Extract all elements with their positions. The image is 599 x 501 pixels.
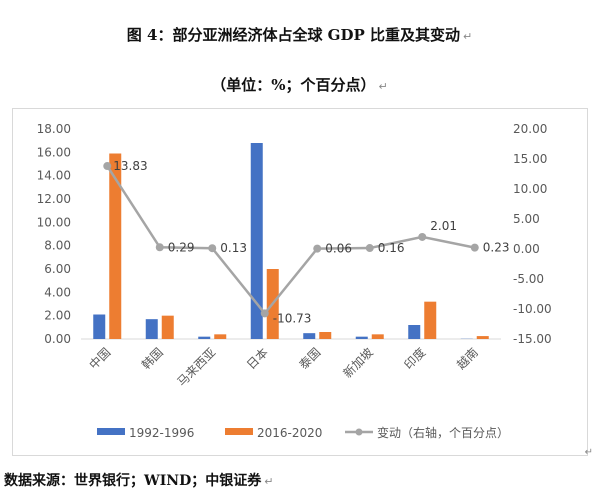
- data-label-change: 0.29: [168, 240, 195, 254]
- bar-1992-1996: [93, 314, 106, 339]
- data-label-change: 0.16: [378, 241, 405, 255]
- bar-1992-1996: [250, 143, 263, 339]
- bar-1992-1996: [408, 325, 421, 339]
- y-left-tick-label: 8.00: [44, 239, 71, 253]
- line-point-change: [260, 309, 269, 318]
- y-left-tick-label: 2.00: [44, 309, 71, 323]
- bar-2016-2020: [424, 301, 437, 339]
- bar-2016-2020: [109, 153, 122, 339]
- y-right-tick-label: 10.00: [513, 182, 547, 196]
- chart-title-text: 图 4：部分亚洲经济体占全球 GDP 比重及其变动: [126, 26, 460, 44]
- x-category-label: 中国: [86, 345, 114, 373]
- line-point-change: [208, 244, 217, 253]
- bar-1992-1996: [198, 336, 211, 339]
- data-source-text: 数据来源：世界银行；WIND；中银证券: [4, 473, 262, 489]
- data-label-change: -10.73: [273, 311, 312, 325]
- y-right-tick-label: 5.00: [513, 212, 540, 226]
- x-category-label: 韩国: [138, 345, 166, 373]
- legend-swatch-1992-1996: [97, 428, 125, 435]
- bar-2016-2020: [214, 334, 227, 339]
- legend-label-2016-2020: 2016-2020: [257, 426, 322, 440]
- line-point-change: [470, 243, 479, 252]
- data-label-change: 0.13: [220, 241, 247, 255]
- y-left-tick-label: 18.00: [37, 122, 71, 136]
- data-label-change: 2.01: [430, 219, 457, 233]
- y-right-tick-label: -15.00: [513, 332, 552, 346]
- x-category-label: 马来西亚: [175, 345, 219, 389]
- chart-area: 0.00 2.00 4.00 6.00 8.00 10.00 12.00 14.00 16.00…: [12, 108, 588, 456]
- y-left-tick-label: 12.00: [37, 192, 71, 206]
- x-category-label: 新加坡: [340, 345, 376, 381]
- combo-chart: 0.00 2.00 4.00 6.00 8.00 10.00 12.00 14.00 16.00…: [37, 122, 552, 440]
- y-left-tick-label: 0.00: [44, 332, 71, 346]
- paragraph-mark-icon: ↵: [264, 475, 274, 488]
- bar-1992-1996: [145, 319, 158, 339]
- y-right-tick-label: 20.00: [513, 122, 547, 136]
- paragraph-mark-icon: ↵: [462, 30, 473, 43]
- chart-title: 图 4：部分亚洲经济体占全球 GDP 比重及其变动 ↵: [0, 24, 599, 45]
- legend-label-change: 变动（右轴，个百分点）: [377, 425, 509, 440]
- line-point-change: [103, 162, 112, 171]
- line-point-change: [365, 244, 374, 253]
- y-left-tick-label: 6.00: [44, 262, 71, 276]
- y-left-tick-label: 10.00: [37, 215, 71, 229]
- paragraph-mark-icon: ↵: [584, 447, 593, 458]
- x-category-label: 泰国: [296, 345, 323, 372]
- y-right-tick-label: 0.00: [513, 242, 540, 256]
- chart-subtitle: （单位：%；个百分点） ↵: [0, 74, 599, 95]
- legend-swatch-2016-2020: [225, 428, 253, 435]
- line-series-change: [106, 165, 475, 316]
- y-left-tick-label: 16.00: [37, 145, 71, 159]
- data-source: 数据来源：世界银行；WIND；中银证券 ↵: [4, 470, 273, 490]
- bar-1992-1996: [303, 333, 316, 339]
- bar-2016-2020: [319, 332, 332, 339]
- chart-subtitle-text: （单位：%；个百分点）: [211, 76, 376, 94]
- data-label-change: 0.06: [325, 242, 352, 256]
- y-right-tick-label: -5.00: [513, 272, 544, 286]
- line-point-change: [418, 232, 427, 241]
- x-category-label: 越南: [453, 345, 481, 373]
- bar-1992-1996: [355, 336, 368, 339]
- x-category-label: 日本: [244, 345, 271, 372]
- legend-marker-change: [355, 428, 363, 436]
- x-category-label: 印度: [401, 345, 429, 373]
- bar-2016-2020: [476, 336, 489, 339]
- y-left-tick-label: 14.00: [37, 169, 71, 183]
- line-point-change: [155, 243, 164, 252]
- bar-2016-2020: [371, 334, 384, 339]
- y-right-tick-label: 15.00: [513, 152, 547, 166]
- line-point-change: [313, 244, 322, 253]
- data-label-change: 0.23: [483, 241, 510, 255]
- legend-label-1992-1996: 1992-1996: [129, 426, 194, 440]
- y-right-tick-label: -10.00: [513, 302, 552, 316]
- y-left-tick-label: 4.00: [44, 285, 71, 299]
- paragraph-mark-icon: ↵: [378, 80, 388, 93]
- data-label-change: 13.83: [113, 159, 147, 173]
- bar-2016-2020: [161, 315, 174, 339]
